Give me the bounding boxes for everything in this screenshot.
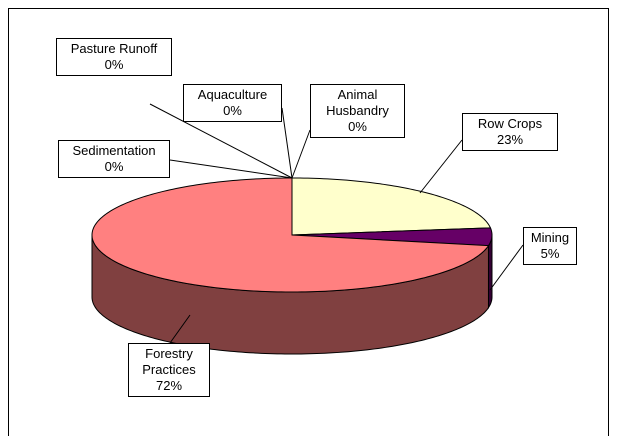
label-value: 0% (104, 159, 124, 174)
label-value: 5% (540, 246, 560, 261)
data-label: Forestry Practices 72% (128, 343, 210, 397)
leader-line (149, 103, 293, 179)
label-name: Aquaculture (197, 87, 268, 102)
slice (291, 177, 492, 236)
label-name: Sedimentation (72, 143, 156, 158)
leader-line (291, 129, 311, 179)
label-value: 0% (223, 103, 242, 118)
label-name: Mining (530, 230, 570, 245)
data-label: Sedimentation 0% (58, 140, 170, 178)
data-label: Row Crops 23% (462, 113, 558, 151)
leader-line (281, 107, 293, 179)
label-value: 23% (496, 132, 524, 147)
leader-line (169, 159, 293, 179)
label-value: 0% (348, 119, 367, 134)
label-name: Row Crops (477, 116, 543, 131)
leader-line (489, 244, 524, 291)
label-value: 72% (155, 378, 183, 393)
data-label: Pasture Runoff 0% (56, 38, 172, 76)
data-label: Animal Husbandry 0% (310, 84, 405, 138)
label-name: Pasture Runoff (70, 41, 158, 56)
slice (91, 177, 490, 293)
label-name: Forestry Practices (142, 346, 196, 377)
slice-side (487, 234, 493, 310)
data-label: Mining 5% (523, 227, 577, 265)
data-label: Aquaculture 0% (183, 84, 282, 122)
label-value: 0% (104, 57, 124, 72)
label-name: Animal Husbandry (326, 87, 389, 118)
leader-line (419, 139, 463, 194)
slice (291, 227, 493, 247)
leader-line (169, 314, 191, 344)
